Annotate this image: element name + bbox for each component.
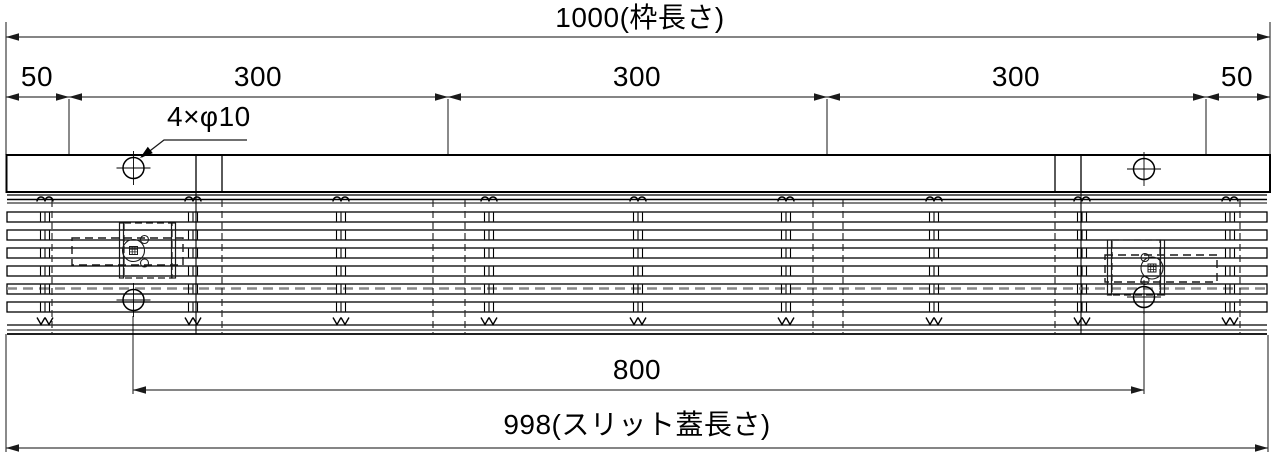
- dim-label-300-second: 300: [612, 61, 662, 92]
- hidden-lines: [51, 200, 1241, 333]
- dim-label-50-left: 50: [20, 61, 54, 92]
- cross-rod-ticks: [36, 196, 1239, 326]
- lock-detail-right: [1104, 239, 1218, 296]
- dim-label-50-right: 50: [1220, 61, 1254, 92]
- frame-outline: [5, 154, 1271, 334]
- dim-label-cover-length: 998(スリット蓋長さ): [503, 409, 771, 440]
- bolt-holes: [116, 151, 1161, 317]
- dimension-lines: [5, 22, 1271, 452]
- lock-detail-left: [71, 222, 184, 279]
- dim-label-bolt-pitch: 800: [612, 354, 662, 385]
- dimension-arrows: [6, 33, 1270, 452]
- dim-label-300-third: 300: [991, 61, 1041, 92]
- dim-label-300-first: 300: [233, 61, 283, 92]
- dim-label-frame-length: 1000(枠長さ): [555, 2, 725, 33]
- hole-callout-label: 4×φ10: [167, 101, 251, 132]
